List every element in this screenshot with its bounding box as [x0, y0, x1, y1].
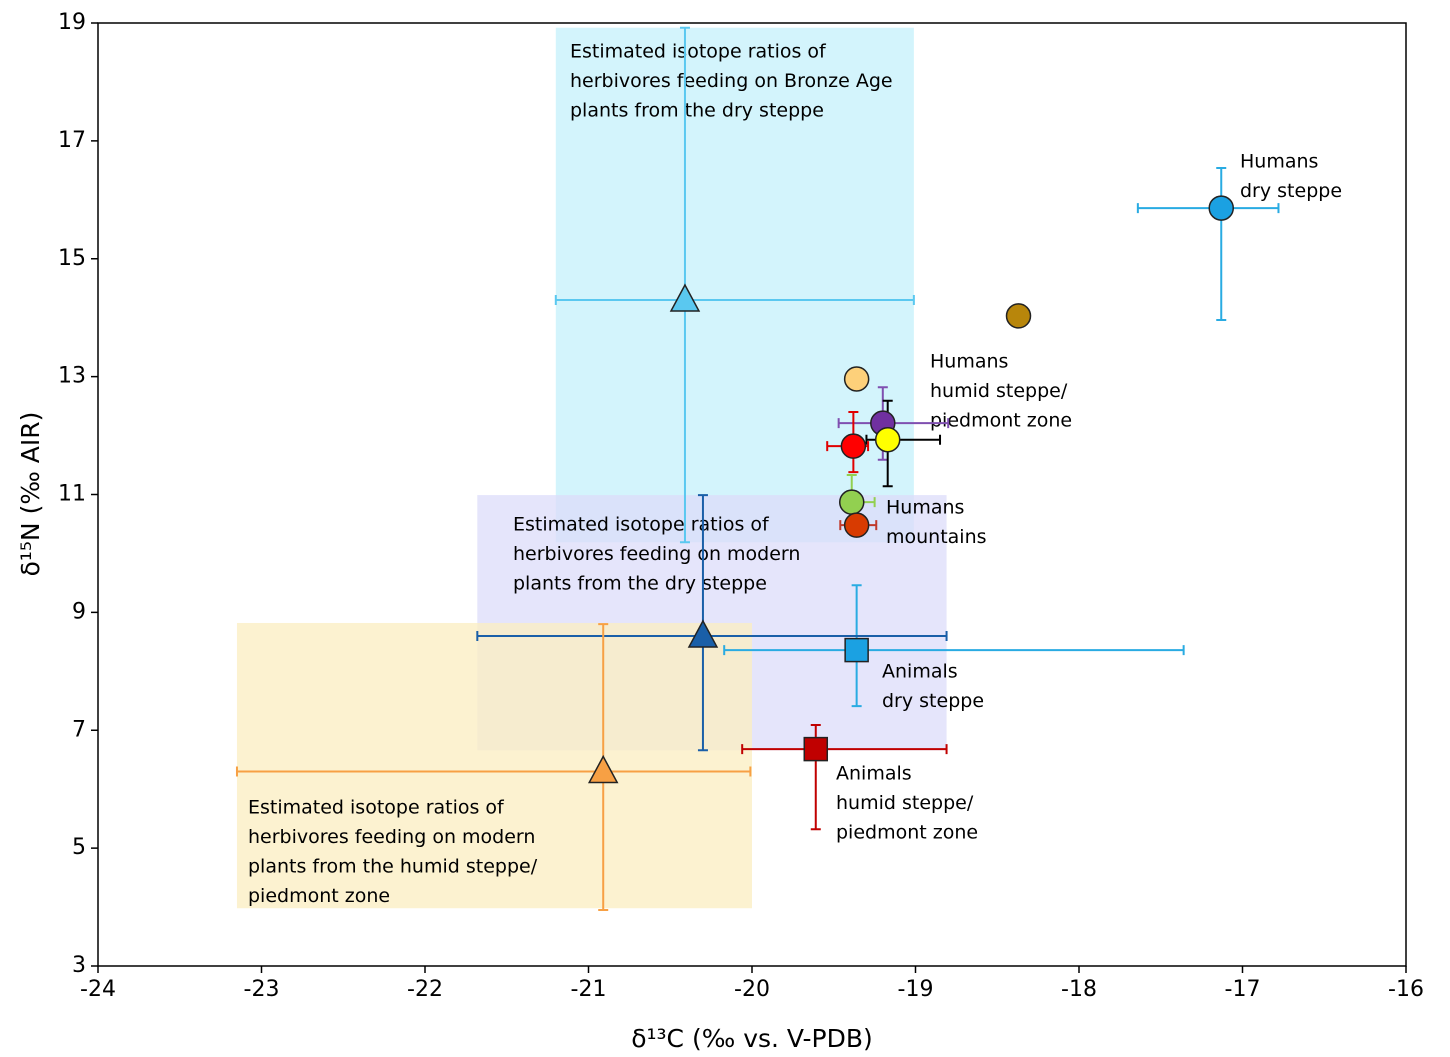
annotation: plants from the humid steppe/ — [248, 856, 538, 878]
point — [669, 283, 701, 312]
annotation: Animals — [836, 763, 912, 785]
x-axis-title: δ¹³C (‰ vs. V-PDB) — [631, 1024, 873, 1053]
annotation: piedmont zone — [248, 885, 390, 907]
x-tick-label: -23 — [244, 977, 280, 1002]
y-tick-label: 5 — [72, 835, 86, 860]
point — [1005, 303, 1032, 329]
region — [236, 622, 753, 909]
x-tick-label: -17 — [1225, 977, 1261, 1002]
x-tick-label: -19 — [898, 977, 934, 1002]
annotation: piedmont zone — [930, 410, 1072, 432]
annotation: Humans — [1240, 151, 1318, 173]
point — [843, 512, 870, 538]
annotation: Estimated isotope ratios of — [248, 797, 505, 819]
annotation: Animals — [882, 661, 958, 683]
x-tick-label: -20 — [734, 977, 770, 1002]
point — [874, 426, 901, 453]
y-tick-label: 7 — [72, 717, 86, 742]
annotation: herbivores feeding on modern — [513, 543, 800, 565]
y-tick-label: 9 — [72, 599, 86, 624]
x-tick-label: -21 — [571, 977, 607, 1002]
x-error-bar — [235, 766, 752, 777]
annotation: plants from the dry steppe — [570, 100, 824, 122]
x-error-bar — [723, 645, 1185, 656]
annotation: herbivores feeding on modern — [248, 826, 535, 848]
x-error-bar — [1136, 203, 1280, 214]
x-tick-label: -16 — [1388, 977, 1424, 1002]
x-tick-label: -18 — [1061, 977, 1097, 1002]
point — [1208, 195, 1234, 221]
annotation: dry steppe — [882, 690, 984, 712]
point — [840, 433, 867, 459]
y-error-bar — [1216, 166, 1227, 322]
y-tick-label: 11 — [58, 482, 86, 507]
x-error-bar — [554, 295, 915, 306]
x-tick-label: -24 — [80, 977, 116, 1002]
point — [843, 366, 870, 392]
point — [838, 489, 865, 515]
annotation: humid steppe/ — [930, 380, 1068, 402]
y-tick-label: 19 — [58, 10, 86, 35]
point — [844, 637, 869, 663]
annotation: mountains — [886, 526, 987, 548]
annotation: Humans — [886, 497, 964, 519]
point — [687, 619, 719, 648]
annotation: dry steppe — [1240, 180, 1342, 202]
y-axis-title: δ¹⁵N (‰ AIR) — [16, 412, 45, 577]
annotation: humid steppe/ — [836, 792, 974, 814]
point — [803, 736, 829, 762]
annotation: herbivores feeding on Bronze Age — [570, 70, 893, 92]
annotation: Humans — [930, 351, 1008, 373]
annotation: plants from the dry steppe — [513, 573, 767, 595]
x-tick-label: -22 — [407, 977, 443, 1002]
point — [587, 754, 619, 784]
x-error-bar — [741, 744, 948, 755]
y-tick-label: 3 — [72, 953, 86, 978]
y-tick-label: 13 — [58, 364, 86, 389]
annotation: Estimated isotope ratios of — [570, 41, 827, 63]
y-tick-label: 15 — [58, 246, 86, 271]
annotation: piedmont zone — [836, 822, 978, 844]
y-tick-label: 17 — [58, 128, 86, 153]
annotation: Estimated isotope ratios of — [513, 514, 770, 536]
x-error-bar — [476, 630, 948, 641]
